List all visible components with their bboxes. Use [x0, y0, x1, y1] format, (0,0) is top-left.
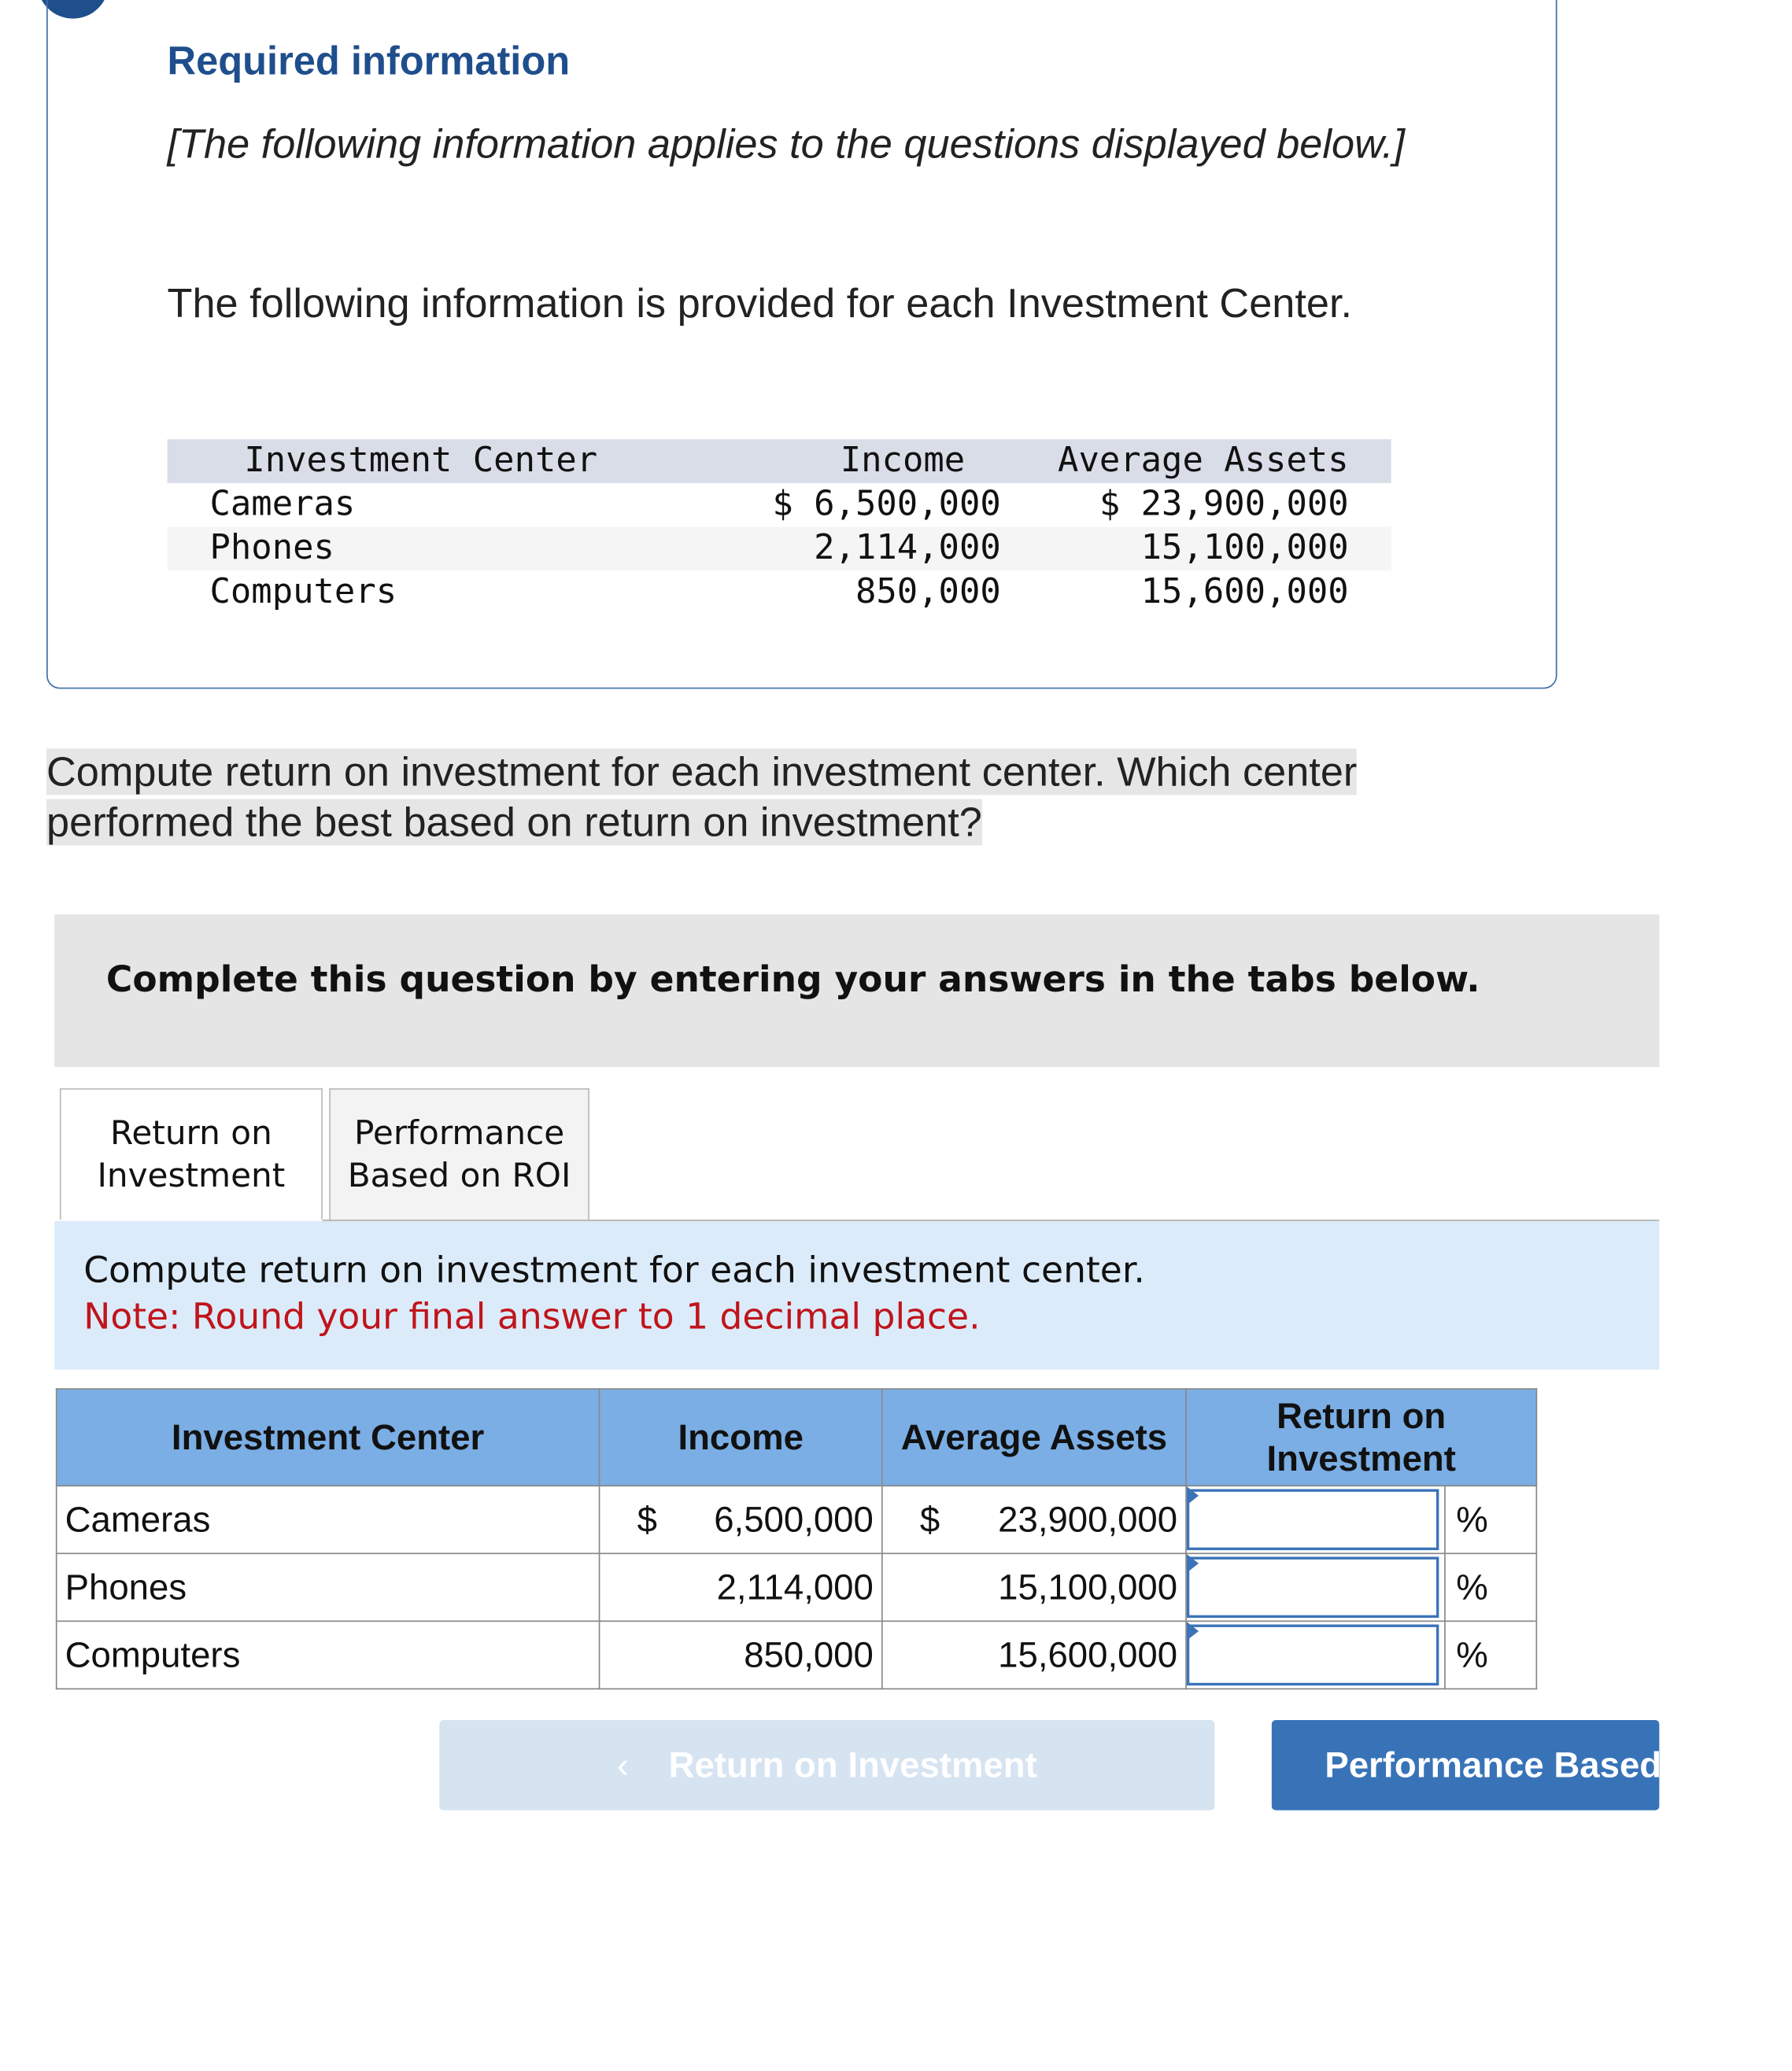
chevron-left-icon: ‹: [616, 1744, 630, 1785]
tab-divider: [322, 1220, 1660, 1221]
roi-cell: [1185, 1485, 1446, 1555]
tab-label: Return on Investment: [97, 1113, 286, 1195]
cell-assets: 15,100,000: [1140, 528, 1349, 568]
roi-cell: [1185, 1620, 1446, 1690]
cell-assets: $23,900,000: [881, 1485, 1187, 1555]
cell-center: Phones: [55, 1552, 600, 1622]
cell-income: 2,114,000: [598, 1552, 883, 1622]
instructions-text: Compute return on investment for each in…: [83, 1250, 1145, 1292]
tab-instructions: Compute return on investment for each in…: [54, 1220, 1660, 1370]
table-row: Computers 850,000 15,600,000 %: [55, 1620, 1538, 1690]
roi-input-phones[interactable]: [1186, 1556, 1439, 1619]
cell-assets: 15,600,000: [881, 1620, 1187, 1690]
applies-note: [The following information applies to th…: [167, 120, 1406, 168]
table-row: Cameras $6,500,000 $23,900,000 %: [55, 1485, 1538, 1555]
cell-income: 850,000: [598, 1620, 883, 1690]
header-center: Investment Center: [55, 1388, 600, 1487]
header-roi-text: Return on Investment: [1266, 1396, 1456, 1478]
cell-center: Computers: [55, 1620, 600, 1690]
next-button-label: Performance Based on ROI: [1325, 1744, 1660, 1785]
info-table-header: Investment Center Income Average Assets: [167, 439, 1391, 483]
banner-text: Complete this question by entering your …: [105, 959, 1480, 1001]
percent-unit: %: [1444, 1620, 1538, 1690]
header-assets: Average Assets: [881, 1388, 1187, 1487]
prev-tab-button[interactable]: ‹ Return on Investment: [439, 1719, 1215, 1811]
roi-input-computers[interactable]: [1186, 1624, 1439, 1686]
header-center: Investment Center: [244, 440, 598, 481]
cell-center: Computers: [209, 571, 397, 612]
cell-assets: 15,100,000: [881, 1552, 1187, 1622]
rounding-note: Note: Round your final answer to 1 decim…: [83, 1296, 981, 1338]
cell-center: Phones: [209, 528, 334, 568]
question-text-highlight: Compute return on investment for each in…: [46, 748, 1358, 846]
input-flag-icon: [1186, 1554, 1199, 1573]
header-roi: Return on Investment: [1185, 1388, 1538, 1487]
info-table: Investment Center Income Average Assets …: [167, 439, 1391, 615]
cell-center: Cameras: [209, 484, 356, 525]
required-information-box: [46, 0, 1557, 689]
header-income: Income: [840, 440, 966, 481]
question-text: Compute return on investment for each in…: [46, 748, 1506, 848]
tab-label: Performance Based on ROI: [347, 1113, 571, 1195]
header-income: Income: [598, 1388, 883, 1487]
info-row: Cameras $ 6,500,000 $ 23,900,000: [168, 483, 1391, 527]
prev-button-label: Return on Investment: [668, 1744, 1037, 1785]
percent-unit: %: [1444, 1552, 1538, 1622]
income-value: 6,500,000: [714, 1499, 874, 1539]
roi-input-cameras[interactable]: [1186, 1489, 1439, 1551]
currency-symbol: $: [637, 1499, 657, 1539]
instruction-banner: Complete this question by entering your …: [54, 914, 1660, 1068]
cell-income: $ 6,500,000: [772, 484, 1001, 525]
cell-income: 850,000: [855, 571, 1001, 612]
info-row: Computers 850,000 15,600,000: [168, 570, 1391, 615]
answer-table-header: Investment Center Income Average Assets …: [55, 1388, 1538, 1487]
cell-assets: 15,600,000: [1140, 571, 1349, 612]
assets-value: 23,900,000: [998, 1499, 1178, 1539]
input-flag-icon: [1186, 1622, 1199, 1641]
required-information-title: Required information: [167, 39, 571, 84]
info-row: Phones 2,114,000 15,100,000: [167, 526, 1391, 571]
tab-performance-based-on-roi[interactable]: Performance Based on ROI: [329, 1088, 589, 1220]
percent-unit: %: [1444, 1485, 1538, 1555]
table-row: Phones 2,114,000 15,100,000 %: [55, 1552, 1538, 1622]
header-assets: Average Assets: [1058, 440, 1349, 481]
next-tab-button[interactable]: Performance Based on ROI: [1271, 1719, 1660, 1811]
currency-symbol: $: [919, 1499, 940, 1539]
cell-income: 2,114,000: [814, 528, 1001, 568]
input-flag-icon: [1186, 1486, 1199, 1505]
cell-center: Cameras: [55, 1485, 600, 1555]
cell-assets: $ 23,900,000: [1099, 484, 1349, 525]
answer-table: Investment Center Income Average Assets …: [55, 1388, 1538, 1690]
cell-income: $6,500,000: [598, 1485, 883, 1555]
intro-text: The following information is provided fo…: [167, 279, 1353, 327]
roi-cell: [1185, 1552, 1446, 1622]
tab-return-on-investment[interactable]: Return on Investment: [59, 1088, 323, 1220]
